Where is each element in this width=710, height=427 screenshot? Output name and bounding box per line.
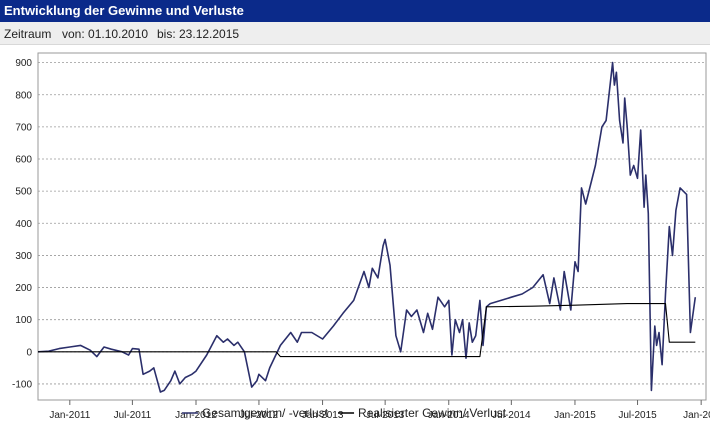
y-tick-label: 500 [15,187,32,198]
x-tick-label: Jan-2013 [302,410,344,421]
y-tick-label: 0 [26,347,32,358]
legend-label-1: Gesamtgewinn/ -verlust [202,406,329,420]
y-tick-label: 700 [15,122,32,133]
filter-bar: Zeitraum von: 01.10.2010 bis: 23.12.2015 [0,22,710,45]
period-from: von: 01.10.2010 [62,27,149,41]
y-tick-label: 600 [15,155,32,166]
x-tick-label: Jan-201 [683,410,710,421]
chart-grid [37,52,707,401]
chart-legend: Gesamtgewinn/ -verlust Realisierter Gewin… [182,406,507,420]
series-line-1 [37,61,697,393]
y-tick-label: 200 [15,283,32,294]
y-tick-label: 100 [15,315,32,326]
x-tick-label: Jan-2014 [428,410,470,421]
title-bar: Entwicklung der Gewinne und Verluste [0,0,710,22]
y-tick-label: 800 [15,90,32,101]
x-axis: Jan-2011 Jul-2011 Jan-2012 Jul-2012 Jan-2013… [49,400,710,421]
x-tick-label: Jan-2011 [49,410,90,421]
legend-label-2: Realisierter Gewinn/ Verlust [358,406,507,420]
x-tick-label: Jul-2013 [366,410,405,421]
y-tick-label: -100 [12,379,32,390]
y-tick-label: 300 [15,251,32,262]
chart-series [37,61,697,393]
x-tick-label: Jan-2012 [175,410,217,421]
x-tick-label: Jul-2012 [240,410,279,421]
page-title: Entwicklung der Gewinne und Verluste [4,3,244,18]
profit-loss-chart: -100 0 100 200 300 400 500 600 700 800 900 Jan-201… [12,52,710,421]
y-tick-label: 900 [15,58,32,69]
x-tick-label: Jul-2011 [114,410,152,421]
plot-frame [37,52,707,401]
series-line-2 [38,303,696,358]
x-tick-label: Jul-2015 [618,410,657,421]
x-tick-label: Jul-2014 [492,410,531,421]
y-axis: -100 0 100 200 300 400 500 600 700 800 900 [12,58,32,390]
x-tick-label: Jan-2015 [554,410,596,421]
period-label: Zeitraum [4,27,52,41]
period-to: bis: 23.12.2015 [157,27,240,41]
y-tick-label: 400 [15,219,32,230]
